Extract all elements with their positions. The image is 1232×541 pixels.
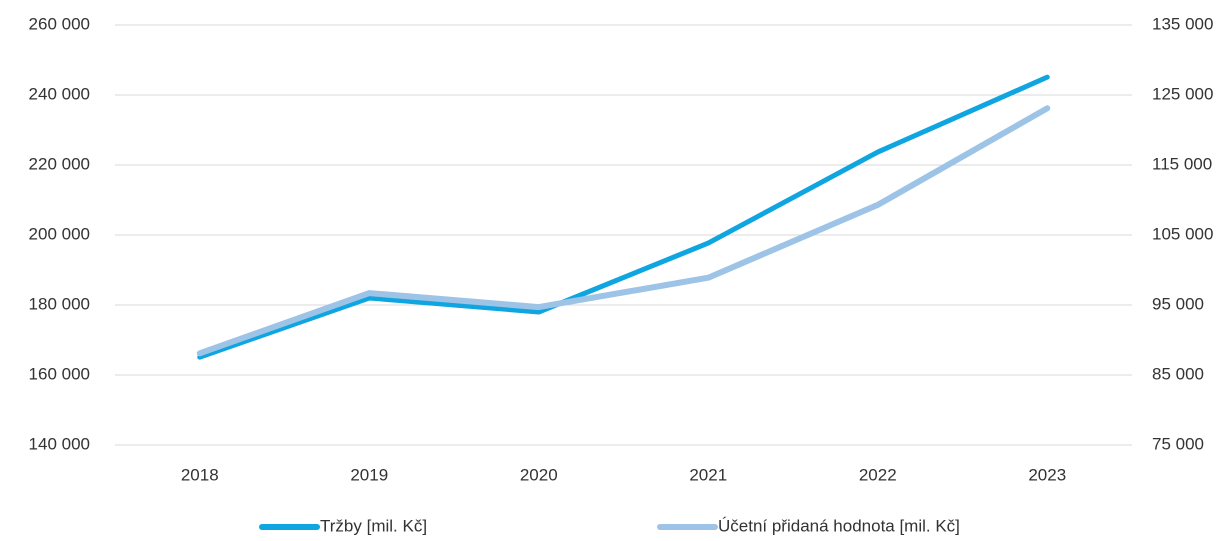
y-tick-label: 160 000 (29, 364, 90, 383)
series-line (197, 74, 1050, 360)
x-tick-label: 2019 (350, 465, 388, 484)
y-tick-label: 260 000 (29, 14, 90, 33)
y2-tick-label: 75 000 (1152, 434, 1204, 453)
series-line (196, 105, 1051, 357)
legend-label: Tržby [mil. Kč] (320, 516, 427, 535)
y2-tick-label: 85 000 (1152, 364, 1204, 383)
x-tick-label: 2020 (520, 465, 558, 484)
y-tick-label: 240 000 (29, 84, 90, 103)
y2-tick-label: 125 000 (1152, 84, 1213, 103)
y2-tick-label: 105 000 (1152, 224, 1213, 243)
x-tick-label: 2022 (859, 465, 897, 484)
y2-tick-label: 115 000 (1152, 154, 1212, 173)
y-tick-label: 180 000 (29, 294, 90, 313)
y-tick-label: 220 000 (29, 154, 90, 173)
y2-tick-label: 135 000 (1152, 14, 1213, 33)
x-tick-label: 2021 (689, 465, 727, 484)
y-tick-label: 140 000 (29, 434, 90, 453)
y-tick-label: 200 000 (29, 224, 90, 243)
legend-label: Účetní přidaná hodnota [mil. Kč] (718, 516, 960, 535)
x-tick-label: 2018 (181, 465, 219, 484)
y2-tick-label: 95 000 (1152, 294, 1204, 313)
x-tick-label: 2023 (1028, 465, 1066, 484)
